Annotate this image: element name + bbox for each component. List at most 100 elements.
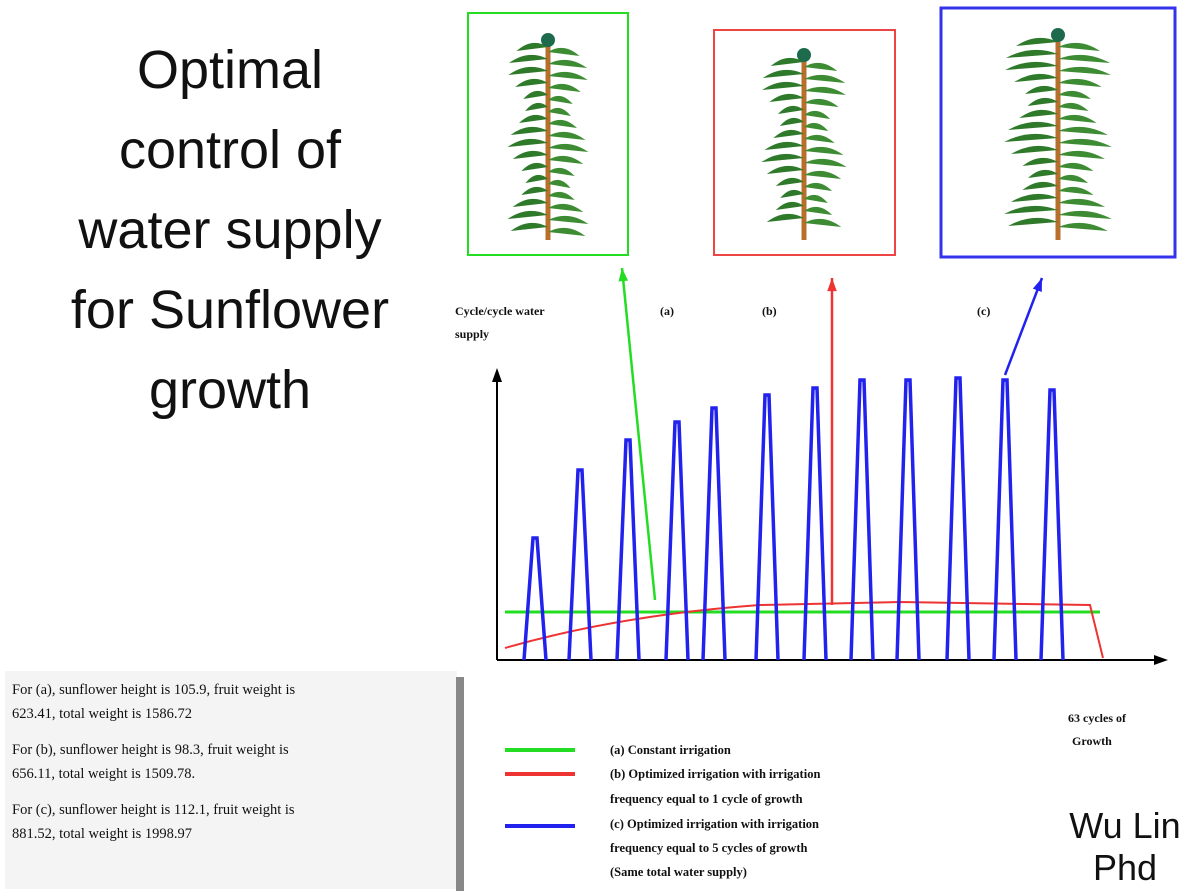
- title-line: for Sunflower: [71, 280, 389, 340]
- leaf: [804, 62, 838, 71]
- leaf: [762, 69, 804, 78]
- leaf: [1058, 174, 1089, 183]
- leaf: [804, 218, 842, 227]
- leaf: [1022, 181, 1058, 190]
- leaf: [1027, 97, 1058, 106]
- leaf: [766, 165, 804, 174]
- leaf: [804, 122, 829, 131]
- flower-bud: [541, 33, 555, 47]
- leaf: [1016, 37, 1058, 46]
- leaf: [548, 167, 575, 176]
- curve-c-spike: [802, 386, 828, 661]
- leaf: [516, 42, 548, 51]
- leaf: [548, 215, 589, 224]
- leaf: [1014, 73, 1058, 82]
- leaf: [775, 201, 804, 210]
- result-text: 623.41, total weight is 1586.72: [12, 706, 192, 722]
- curve-b: [504, 600, 1104, 659]
- legend-text: frequency equal to 5 cycles of growth: [610, 841, 807, 855]
- leaf: [779, 117, 804, 126]
- leaf: [548, 155, 584, 164]
- leaf: [1019, 109, 1058, 118]
- legend-text: frequency equal to 1 cycle of growth: [610, 792, 803, 806]
- leaf: [508, 54, 548, 63]
- flower-bud: [797, 48, 811, 62]
- leaf: [525, 174, 548, 183]
- result-text: For (a), sunflower height is 105.9, frui…: [12, 682, 295, 698]
- chart: [492, 267, 1168, 665]
- title-line: water supply: [77, 200, 381, 260]
- leaf: [1058, 222, 1108, 231]
- leaf: [1058, 54, 1111, 63]
- leaf: [1004, 205, 1058, 214]
- leaf: [548, 143, 589, 152]
- leaf: [1058, 66, 1111, 75]
- curve-c-spike: [1039, 388, 1065, 661]
- case-label: (b): [762, 304, 777, 318]
- y-axis-label: Cycle/cycle water: [455, 304, 545, 318]
- leaf: [548, 95, 573, 104]
- leaf: [519, 114, 548, 123]
- leaf: [1058, 102, 1089, 111]
- leaf: [1011, 145, 1058, 154]
- leaf: [1022, 157, 1058, 166]
- leaf: [1008, 217, 1058, 226]
- leaf: [804, 158, 847, 167]
- leaf: [548, 71, 588, 80]
- leaf: [1058, 138, 1112, 147]
- arrow-head: [1032, 278, 1042, 292]
- curve-c-spike: [701, 406, 727, 661]
- leaf: [1058, 150, 1105, 159]
- leaf: [521, 186, 548, 195]
- leaf: [1027, 169, 1058, 178]
- leaf: [548, 131, 586, 140]
- title: Optimal control of water supply for Sunf…: [71, 40, 389, 420]
- leaf: [1058, 42, 1100, 51]
- legend: (a) Constant irrigation (b) Optimized ir…: [505, 743, 820, 879]
- leaf: [1058, 90, 1091, 99]
- leaf: [804, 146, 844, 155]
- leaf: [507, 138, 548, 147]
- leaf: [1058, 126, 1108, 135]
- curve-c-spike: [945, 376, 971, 661]
- leaf: [1005, 61, 1058, 70]
- leaf: [773, 129, 804, 138]
- leaf: [512, 198, 548, 207]
- arrow: [620, 267, 657, 601]
- legend-text: (b) Optimized irrigation with irrigation: [610, 767, 820, 781]
- leaf: [510, 222, 548, 231]
- leaf: [523, 90, 548, 99]
- curve-c-spike: [615, 438, 641, 661]
- case-label: (c): [977, 304, 990, 318]
- leaf: [1008, 121, 1058, 130]
- leaf: [521, 162, 548, 171]
- plant-frame: [713, 29, 896, 256]
- axis-arrow: [492, 368, 502, 382]
- legend-text: (c) Optimized irrigation with irrigation: [610, 817, 819, 831]
- leaf: [777, 105, 804, 114]
- leaf: [507, 210, 548, 219]
- author: Wu Lin: [1069, 805, 1180, 846]
- arrow: [1003, 277, 1044, 376]
- leaf: [770, 57, 804, 66]
- leaf: [1058, 162, 1094, 171]
- leaf: [508, 66, 548, 75]
- title-line: control of: [119, 120, 342, 180]
- arrow-head: [827, 278, 837, 292]
- leaf: [510, 126, 548, 135]
- leaf: [548, 179, 571, 188]
- x-axis-label: 63 cycles of: [1068, 711, 1127, 725]
- results-box: [5, 671, 457, 889]
- curve-c-spike: [849, 378, 875, 661]
- axis-arrow: [1154, 655, 1168, 665]
- leaf: [764, 141, 804, 150]
- leaf: [1058, 78, 1102, 87]
- plant-frame: [467, 12, 629, 256]
- legend-text: (Same total water supply): [610, 865, 747, 879]
- leaf: [1010, 193, 1058, 202]
- leaf: [1058, 186, 1094, 195]
- leaf: [1058, 198, 1106, 207]
- y-axis-label: supply: [455, 327, 489, 341]
- curve-c-spike: [522, 536, 548, 661]
